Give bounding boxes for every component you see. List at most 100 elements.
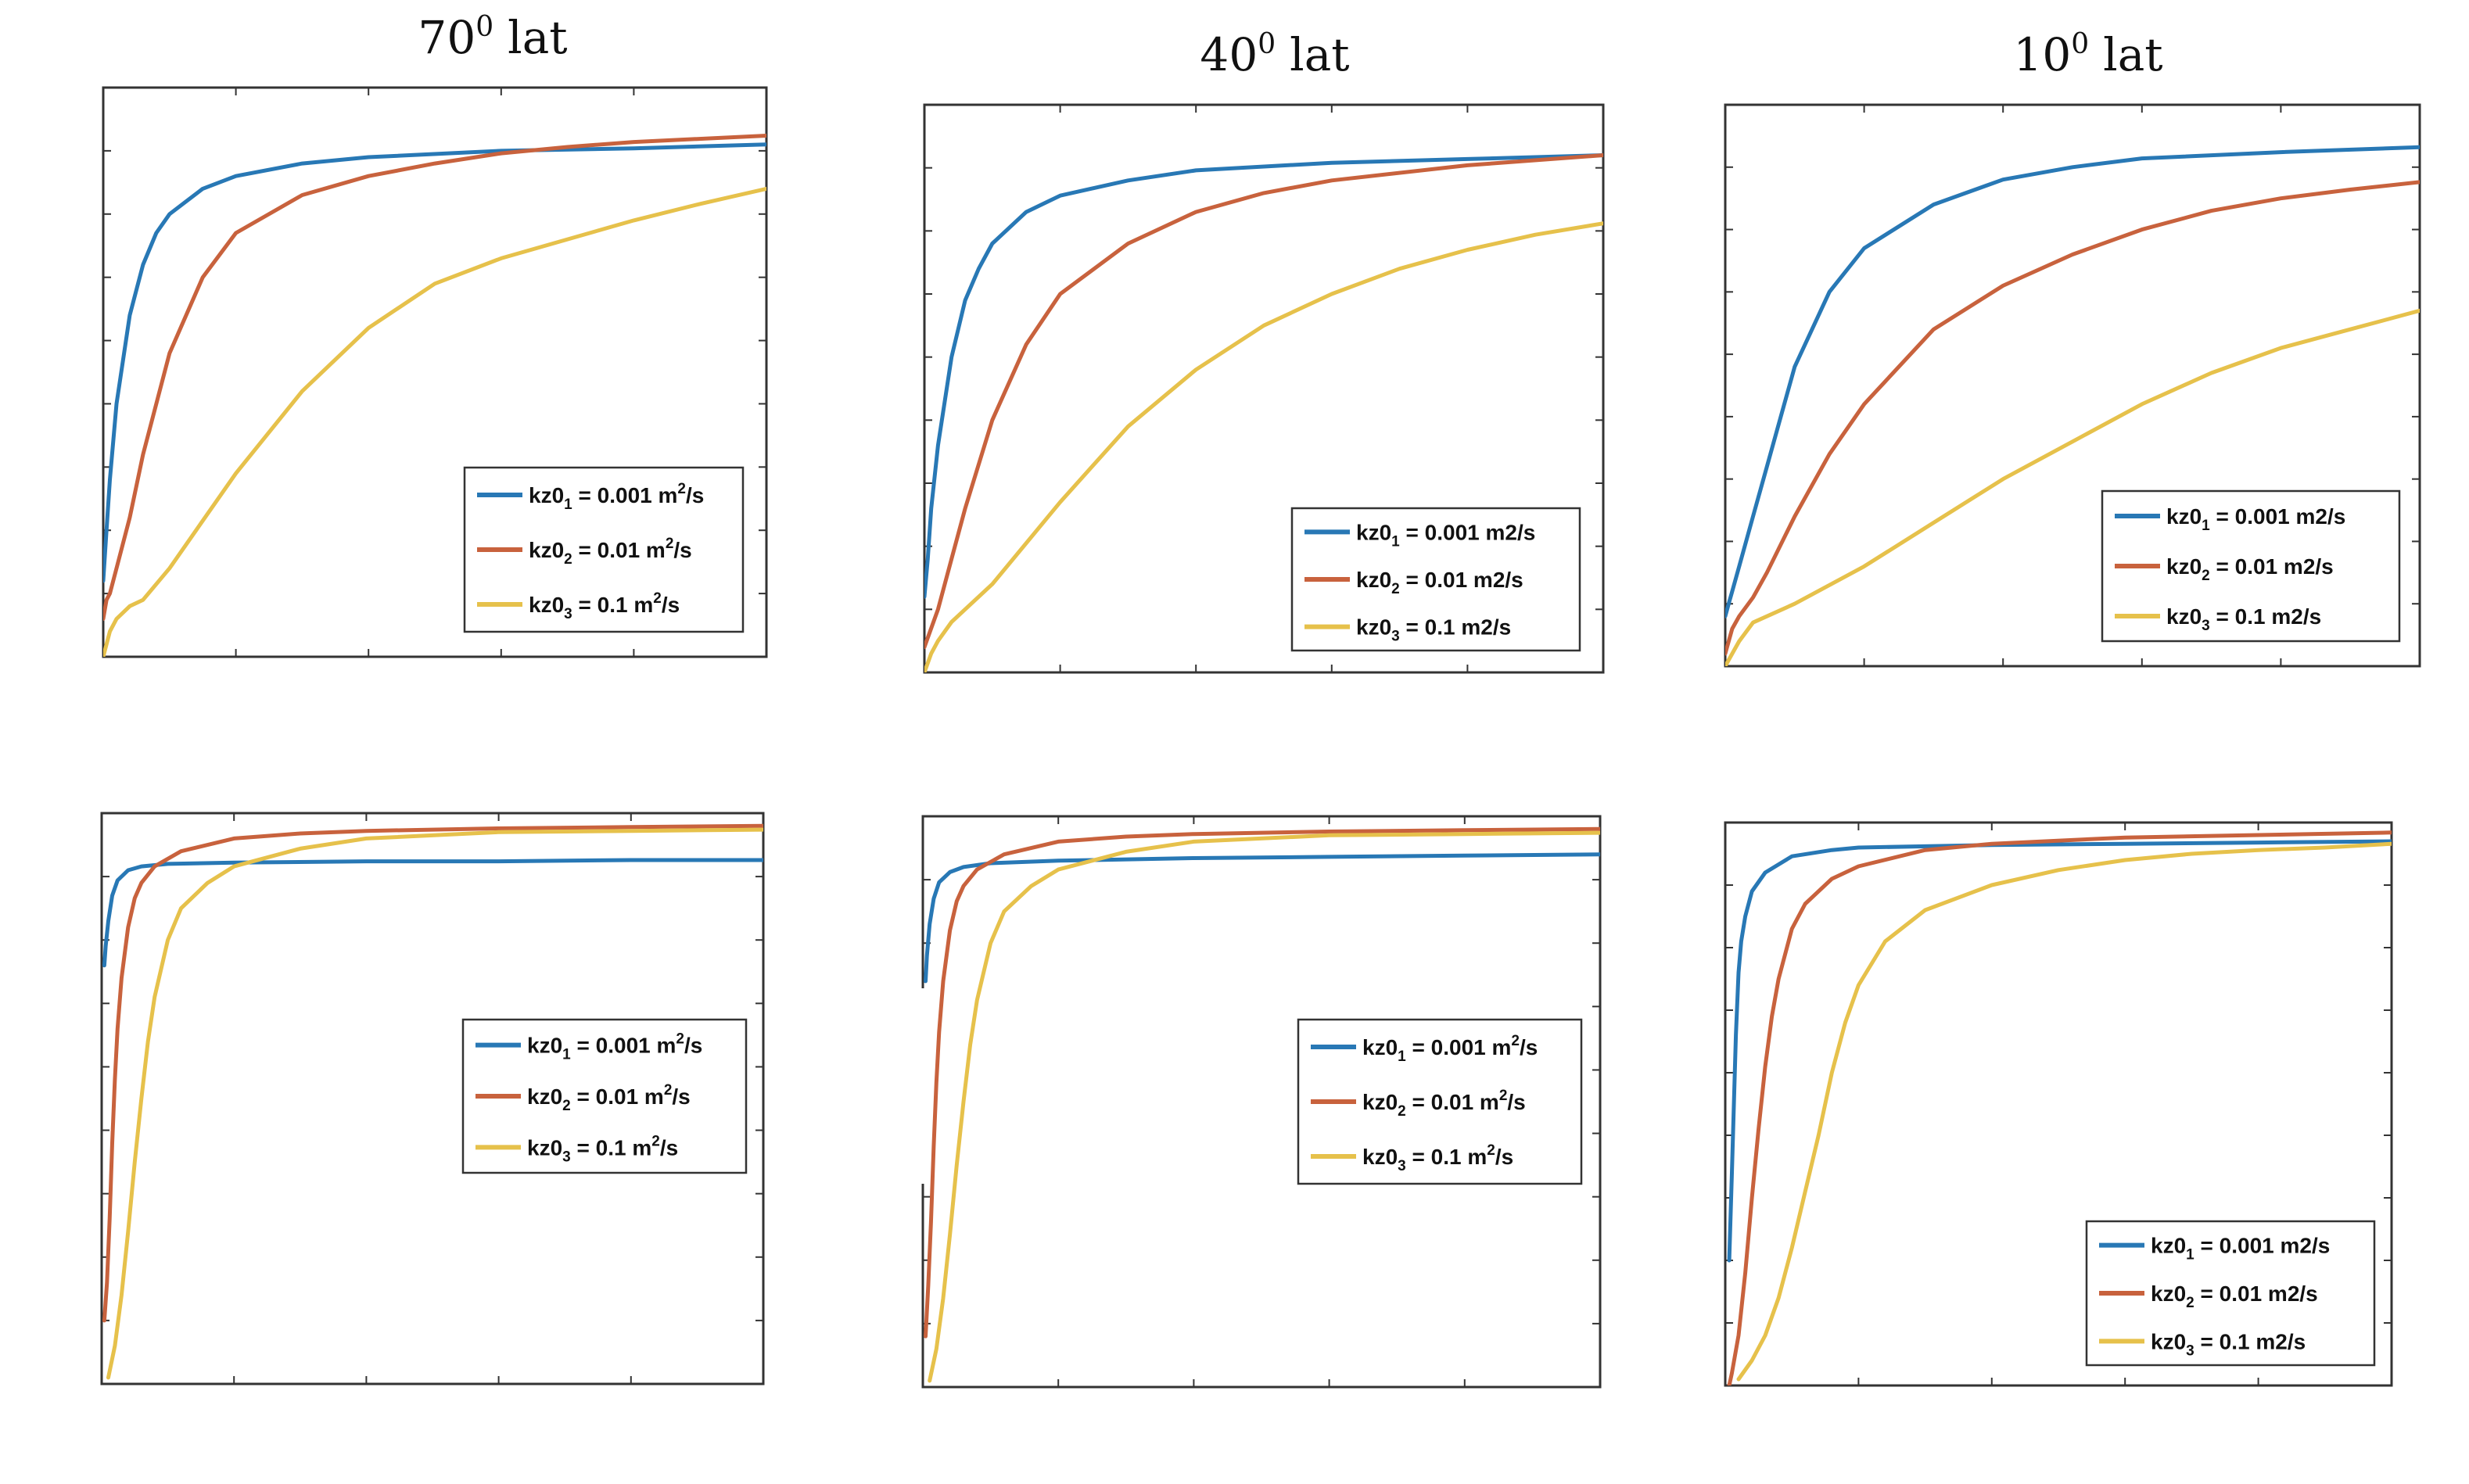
legend-entry-2: kz02 = 0.01 m2/s [2151, 1281, 2318, 1311]
legend-entry-2: kz02 = 0.01 m2/s [1356, 568, 1523, 597]
legend-subscript: 3 [1391, 629, 1400, 645]
series-line-2 [102, 823, 763, 1323]
legend-unit-tail: /s [662, 593, 680, 617]
legend-unit-superscript: 2 [676, 1031, 684, 1048]
series-line-1 [1727, 839, 2392, 1263]
legend-subscript: 2 [1391, 581, 1400, 597]
legend-entry-3: kz03 = 0.1 m2/s [529, 590, 680, 622]
panel-title: 700 lat [418, 11, 567, 64]
legend-value: = 0.1 m [571, 1135, 652, 1160]
legend-name: kz0 [2166, 554, 2202, 579]
legend-name: kz0 [527, 1135, 562, 1160]
legend-value: = 0.01 m [572, 538, 666, 562]
legend-value: = 0.01 m2/s [2210, 554, 2334, 579]
legend-subscript: 1 [1391, 533, 1400, 550]
title-suffix: lat [1290, 28, 1349, 81]
legend-value: = 0.01 m [1406, 1090, 1499, 1114]
legend-entry-2: kz02 = 0.01 m2/s [527, 1082, 691, 1114]
legend-unit-superscript: 2 [653, 590, 662, 607]
legend-unit-tail: /s [684, 1034, 702, 1058]
legend-entry-3: kz03 = 0.1 m2/s [2151, 1329, 2306, 1359]
legend-unit-superscript: 2 [651, 1133, 660, 1149]
legend-value: = 0.1 m2/s [2210, 604, 2321, 629]
legend-unit-tail: /s [1495, 1145, 1513, 1169]
legend-subscript: 2 [1398, 1103, 1406, 1120]
legend-subscript: 1 [562, 1047, 571, 1063]
panel-title: 400 lat [1200, 28, 1349, 81]
series-line-2 [1727, 830, 2392, 1385]
legend-value: = 0.001 m2/s [2194, 1234, 2331, 1258]
legend-unit-superscript: 2 [677, 481, 686, 497]
legend-name: kz0 [2166, 504, 2202, 529]
legend-name: kz0 [527, 1084, 562, 1109]
legend-entry-1: kz01 = 0.001 m2/s [2151, 1234, 2330, 1264]
legend-name: kz0 [1362, 1090, 1398, 1114]
legend-subscript: 1 [564, 496, 572, 513]
series-line-1 [924, 852, 1600, 984]
legend-subscript: 1 [2202, 518, 2210, 534]
legend-value: = 0.001 m2/s [1400, 520, 1536, 544]
legend-subscript: 2 [562, 1098, 571, 1114]
legend-value: = 0.1 m2/s [1400, 615, 1511, 640]
series-line-1 [924, 153, 1603, 599]
series-line-1 [103, 142, 766, 583]
title-suffix: lat [2103, 28, 2162, 81]
series-line-3 [1736, 841, 2392, 1382]
series-line-3 [1725, 308, 2420, 666]
legend-name: kz0 [2151, 1234, 2186, 1258]
series-line-2 [924, 826, 1600, 1339]
legend-subscript: 3 [2186, 1342, 2194, 1359]
legend-value: = 0.001 m [572, 483, 678, 507]
legend-unit-tail: /s [1520, 1035, 1538, 1059]
legend-unit-tail: /s [673, 538, 691, 562]
legend-unit-superscript: 2 [666, 536, 674, 552]
legend-name: kz0 [529, 593, 564, 617]
legend-value: = 0.001 m2/s [2210, 504, 2346, 529]
legend-entry-3: kz03 = 0.1 m2/s [2166, 604, 2321, 634]
legend-name: kz0 [1356, 568, 1391, 592]
series-line-1 [102, 858, 763, 968]
title-suffix: lat [508, 11, 567, 64]
legend-unit-tail: /s [660, 1135, 678, 1160]
legend-name: kz0 [529, 483, 564, 507]
legend-subscript: 3 [1398, 1158, 1406, 1174]
legend-value: = 0.01 m2/s [2194, 1281, 2318, 1306]
legend-entry-1: kz01 = 0.001 m2/s [527, 1031, 702, 1063]
series-line-2 [924, 153, 1603, 650]
title-superscript: 0 [475, 11, 493, 43]
title-superscript: 0 [2071, 28, 2089, 60]
legend-unit-superscript: 2 [1511, 1033, 1520, 1049]
legend-value: = 0.001 m [571, 1034, 676, 1058]
title-superscript: 0 [1258, 28, 1276, 60]
title-value: 10 [2013, 28, 2071, 81]
series-line-3 [103, 186, 766, 657]
legend-unit-superscript: 2 [1487, 1142, 1495, 1159]
title-value: 40 [1200, 28, 1258, 81]
legend-value: = 0.001 m [1406, 1035, 1512, 1059]
legend-entry-2: kz02 = 0.01 m2/s [1362, 1088, 1526, 1120]
series-line-3 [928, 830, 1600, 1383]
series-line-2 [1725, 180, 2420, 656]
legend-entry-2: kz02 = 0.01 m2/s [2166, 554, 2334, 584]
legend-subscript: 2 [564, 551, 572, 568]
legend-name: kz0 [527, 1034, 562, 1058]
legend-entry-1: kz01 = 0.001 m2/s [529, 481, 704, 513]
series-line-2 [103, 134, 766, 621]
series-line-1 [1725, 145, 2420, 618]
legend-value: = 0.1 m [1406, 1145, 1488, 1169]
legend-unit-tail: /s [686, 483, 704, 507]
legend-unit-superscript: 2 [1499, 1088, 1508, 1104]
legend-entry-1: kz01 = 0.001 m2/s [1356, 520, 1535, 550]
legend-name: kz0 [2151, 1329, 2186, 1353]
legend-unit-tail: /s [1507, 1090, 1525, 1114]
title-value: 70 [418, 11, 475, 64]
